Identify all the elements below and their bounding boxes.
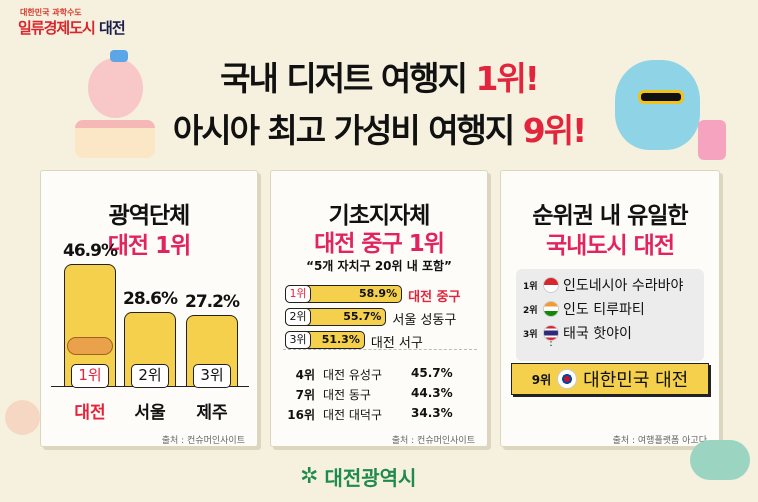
rank-badge: 2위 <box>131 364 169 388</box>
district-value: 34.3% <box>411 406 453 420</box>
icecream-illustration <box>5 400 40 435</box>
indonesia-flag-icon <box>543 277 559 293</box>
card-title: 기초지자체 <box>328 203 431 229</box>
card-subtitle: 대전 1위 <box>107 233 192 259</box>
card-asia-ranking: 순위권 내 유일한 국내도시 대전 9위 대한민국 대전 출처 : 여행플랫폼 … <box>500 170 720 447</box>
district-name: 대전 동구 <box>323 388 371 402</box>
district-value: 44.3% <box>411 386 453 400</box>
rank-label: 9위 <box>531 372 552 387</box>
rank-label: 3위 <box>523 329 538 340</box>
district-name: 대전 대덕구 <box>323 408 383 422</box>
rank-label: 1위 <box>523 281 538 292</box>
ranking-row: 1위 인도네시아 수라바야 <box>523 275 683 295</box>
mascot-illustration <box>610 50 730 170</box>
district-name: 서울 성동구 <box>392 313 457 328</box>
city-name: 인도 티루파티 <box>563 302 645 318</box>
rank-badge: 2위 <box>285 308 311 326</box>
brand-logo: 일류경제도시 대전 <box>18 19 126 37</box>
city-emblem-icon: ✲ <box>300 464 319 489</box>
headline-line1: 국내 디저트 여행지 1위! <box>220 59 540 98</box>
thailand-flag-icon <box>543 325 559 341</box>
card-title: 순위권 내 유일한 <box>532 203 688 229</box>
bar-value: 46.9% <box>63 241 118 262</box>
ranking-row: 2위 인도 티루파티 <box>523 299 645 319</box>
rank-badge: 3위 <box>193 364 231 388</box>
district-name: 대전 중구 <box>408 290 461 305</box>
rank-label: 16위 <box>287 408 315 422</box>
hbar-1: 58.9% <box>285 285 403 303</box>
district-value: 45.7% <box>411 366 453 380</box>
card-subtitle: 대전 중구 1위 <box>314 231 445 257</box>
source-note: 출처 : 컨슈머인사이트 <box>391 436 475 446</box>
footer-logo: ✲ 대전광역시 <box>300 464 417 490</box>
card-subtitle: 국내도시 대전 <box>546 233 675 259</box>
ellipsis: ⋮ <box>546 337 556 348</box>
rank-badge: 1위 <box>285 285 311 303</box>
bar-value: 28.6% <box>123 288 178 309</box>
rank-label: 7위 <box>295 388 315 402</box>
city-label: 제주 <box>196 403 228 423</box>
rank-label: 4위 <box>295 368 315 382</box>
city-label: 대전 <box>74 403 106 423</box>
cake-character-illustration <box>70 50 160 160</box>
city-name: 태국 핫야이 <box>563 326 632 342</box>
district-name: 대전 유성구 <box>323 368 383 382</box>
india-flag-icon <box>543 301 559 317</box>
rank-label: 2위 <box>523 305 538 316</box>
rank-badge: 3위 <box>285 331 311 349</box>
city-label: 서울 <box>134 403 166 423</box>
district-name: 대전 서구 <box>370 336 423 351</box>
headline-line2: 아시아 최고 가성비 여행지 9위! <box>172 111 587 150</box>
korea-flag-icon <box>557 369 578 389</box>
city-name: 인도네시아 수라바야 <box>563 278 684 294</box>
city-name: 대한민국 대전 <box>583 370 689 391</box>
brand-tagline: 대한민국 과학수도 <box>20 8 82 17</box>
card-quote: “5개 자치구 20위 내 포함” <box>306 259 452 273</box>
card-local-government: 기초지자체 대전 중구 1위 “5개 자치구 20위 내 포함” 출처 : 컨슈… <box>270 170 488 447</box>
source-note: 출처 : 컨슈머인사이트 <box>161 436 245 446</box>
divider <box>283 349 477 350</box>
card-title: 광역단체 <box>108 203 191 229</box>
rank-badge: 1위 <box>71 364 109 388</box>
ranking-row: 3위 태국 핫야이 <box>523 323 632 343</box>
bar-value: 27.2% <box>185 292 240 313</box>
highlight-korea: 9위 대한민국 대전 <box>511 363 709 395</box>
bread-icon <box>67 337 113 355</box>
source-note: 출처 : 여행플랫폼 아고다 <box>612 436 707 446</box>
macaron-illustration <box>690 440 750 480</box>
